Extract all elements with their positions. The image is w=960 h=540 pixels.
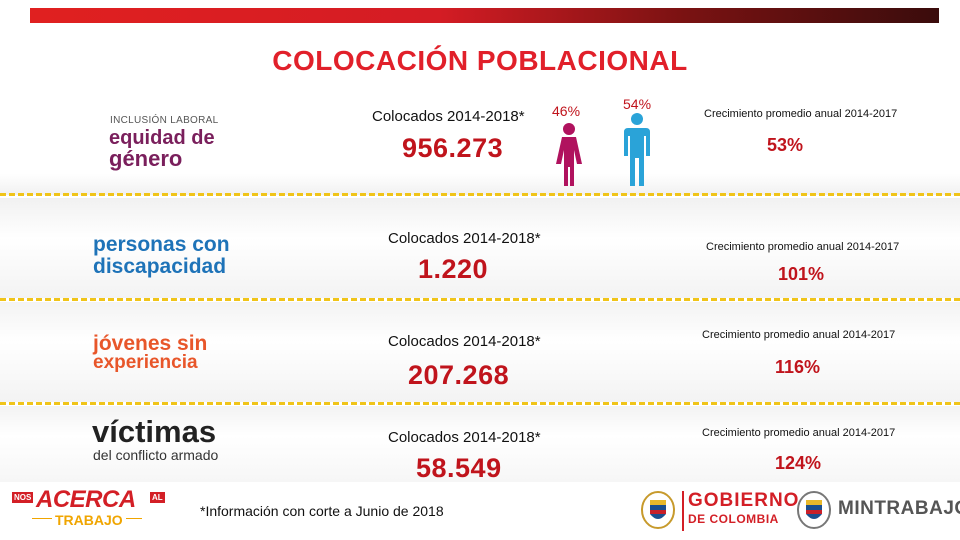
growth-value: 53% xyxy=(767,135,804,155)
placed-label: Colocados 2014-2018* xyxy=(388,333,541,350)
placed-label: Colocados 2014-2018* xyxy=(372,108,525,125)
discapacidad-logo-line1: personas con xyxy=(93,233,230,256)
male-figure-icon xyxy=(624,113,650,186)
top-accent-bar xyxy=(30,8,939,23)
acerca-logo-trabajo: TRABAJO xyxy=(52,512,126,528)
placed-label: Colocados 2014-2018* xyxy=(388,429,541,446)
row-background-jovenes xyxy=(0,302,960,402)
mintrabajo-logo: MINTRABAJO xyxy=(838,498,960,519)
row-divider xyxy=(0,402,960,405)
genero-logo-line2: equidad de xyxy=(109,127,215,149)
placed-value: 956.273 xyxy=(402,133,504,163)
acerca-logo-small: NOS xyxy=(12,492,34,503)
row-background-genero xyxy=(0,90,960,195)
placed-label: Colocados 2014-2018* xyxy=(388,230,541,247)
placed-value: 207.268 xyxy=(408,360,510,390)
acerca-logo-al: AL xyxy=(150,492,165,503)
growth-label: Crecimiento promedio anual 2014-2017 xyxy=(702,427,896,439)
placed-value: 1.220 xyxy=(418,254,489,284)
jovenes-logo-line2: experiencia xyxy=(93,352,198,373)
discapacidad-logo-line2: discapacidad xyxy=(93,255,227,278)
row-divider xyxy=(0,298,960,301)
gobierno-divider xyxy=(682,491,684,531)
placed-value: 58.549 xyxy=(416,453,502,483)
genero-logo-kicker: INCLUSIÓN LABORAL xyxy=(110,115,219,126)
row-divider xyxy=(0,193,960,196)
victimas-logo-line2: del conflicto armado xyxy=(93,447,219,463)
page-title: COLOCACIÓN POBLACIONAL xyxy=(272,45,688,76)
row-background-discapacidad xyxy=(0,198,960,298)
growth-value: 116% xyxy=(775,357,821,377)
growth-label: Crecimiento promedio anual 2014-2017 xyxy=(702,329,896,341)
footnote: *Información con corte a Junio de 2018 xyxy=(200,503,444,519)
jovenes-logo-line1: jóvenes sin xyxy=(93,332,208,355)
gobierno-logo-line1: GOBIERNO xyxy=(688,490,800,511)
growth-label: Crecimiento promedio anual 2014-2017 xyxy=(704,108,898,120)
growth-value: 124% xyxy=(775,453,822,473)
growth-value: 101% xyxy=(778,264,825,284)
male-percentage: 54% xyxy=(623,96,652,112)
genero-logo-line3: género xyxy=(109,146,183,171)
row-background-victimas xyxy=(0,406,960,482)
colombia-coat-of-arms-icon xyxy=(641,491,675,529)
acerca-logo-main: ACERCA xyxy=(36,486,136,513)
victimas-logo-line1: víctimas xyxy=(92,414,217,449)
female-percentage: 46% xyxy=(552,103,581,119)
female-figure-icon xyxy=(556,123,582,186)
gobierno-logo-line2: DE COLOMBIA xyxy=(688,512,779,526)
mintrabajo-coat-of-arms-icon xyxy=(797,491,831,529)
growth-label: Crecimiento promedio anual 2014-2017 xyxy=(706,241,900,253)
acerca-al-trabajo-logo: NOS ACERCA AL TRABAJO xyxy=(10,486,165,532)
